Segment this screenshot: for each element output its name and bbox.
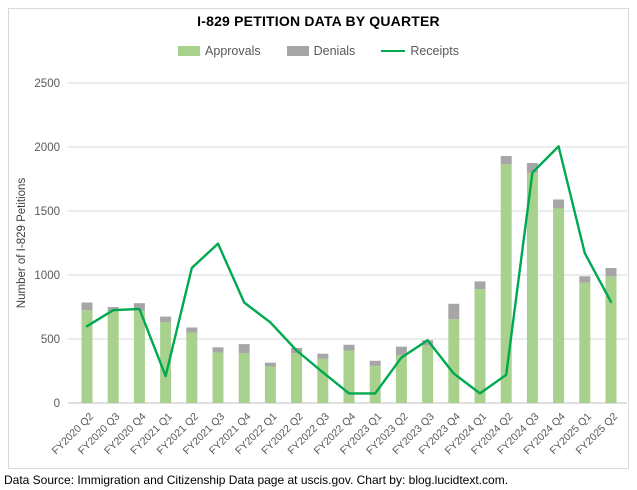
y-tick-label: 2500 bbox=[34, 78, 60, 90]
approvals-bar bbox=[395, 355, 407, 403]
y-tick-label: 500 bbox=[41, 334, 60, 346]
receipts-line bbox=[85, 145, 613, 395]
receipts-line-swatch-icon bbox=[381, 49, 406, 53]
approvals-bar bbox=[291, 353, 303, 403]
approvals-bar bbox=[81, 310, 93, 403]
source-note: Data Source: Immigration and Citizenship… bbox=[4, 473, 509, 487]
y-axis-title: Number of I-829 Petitions bbox=[16, 178, 28, 309]
y-tick-label: 0 bbox=[54, 398, 60, 410]
chart-legend: Approvals Denials Receipts bbox=[0, 44, 637, 58]
chart-title: I-829 PETITION DATA BY QUARTER bbox=[197, 13, 440, 29]
denials-bar bbox=[448, 303, 460, 320]
approvals-bar bbox=[317, 358, 329, 403]
legend-label-approvals: Approvals bbox=[205, 44, 261, 58]
approvals-bar bbox=[369, 365, 381, 403]
approvals-bar bbox=[264, 366, 276, 403]
approvals-bar bbox=[212, 352, 224, 403]
approvals-bar bbox=[474, 289, 486, 403]
denials-bar bbox=[422, 340, 434, 346]
y-tick-label: 2000 bbox=[34, 142, 60, 154]
legend-label-denials: Denials bbox=[313, 44, 356, 58]
denials-bar bbox=[238, 344, 250, 354]
denials-bar bbox=[81, 302, 93, 311]
denials-bar bbox=[186, 327, 198, 333]
denials-bar bbox=[107, 307, 119, 311]
denials-bar bbox=[343, 344, 355, 351]
denials-bar bbox=[474, 281, 486, 290]
denials-bar bbox=[369, 360, 381, 366]
denials-bar bbox=[500, 155, 512, 165]
approvals-bar bbox=[448, 319, 460, 403]
legend-label-receipts: Receipts bbox=[410, 44, 459, 58]
denials-bar bbox=[579, 276, 591, 283]
denials-bar bbox=[605, 267, 617, 277]
approvals-bar bbox=[526, 172, 538, 403]
y-tick-label: 1500 bbox=[34, 206, 60, 218]
approvals-bar bbox=[605, 276, 617, 403]
denials-bar bbox=[526, 163, 538, 173]
denials-bar bbox=[212, 347, 224, 353]
approvals-bar bbox=[579, 282, 591, 403]
approvals-bar bbox=[553, 208, 565, 403]
denials-bar bbox=[133, 303, 145, 311]
approvals-bar bbox=[186, 332, 198, 403]
approvals-bar bbox=[343, 350, 355, 403]
approvals-bar bbox=[238, 353, 250, 403]
denials-swatch-icon bbox=[286, 46, 309, 56]
approvals-bar bbox=[422, 345, 434, 403]
approvals-swatch-icon bbox=[178, 46, 201, 56]
legend-item-approvals: Approvals bbox=[178, 44, 261, 58]
approvals-bar bbox=[160, 322, 172, 403]
y-tick-label: 1000 bbox=[34, 270, 60, 282]
legend-item-denials: Denials bbox=[286, 44, 356, 58]
approvals-bar bbox=[107, 310, 119, 403]
denials-bar bbox=[317, 353, 329, 359]
denials-bar bbox=[160, 316, 172, 323]
approvals-bar bbox=[133, 310, 145, 403]
legend-item-receipts: Receipts bbox=[381, 44, 459, 58]
denials-bar bbox=[553, 199, 565, 209]
denials-bar bbox=[264, 362, 276, 367]
denials-bar bbox=[395, 346, 407, 355]
approvals-bar bbox=[500, 164, 512, 403]
